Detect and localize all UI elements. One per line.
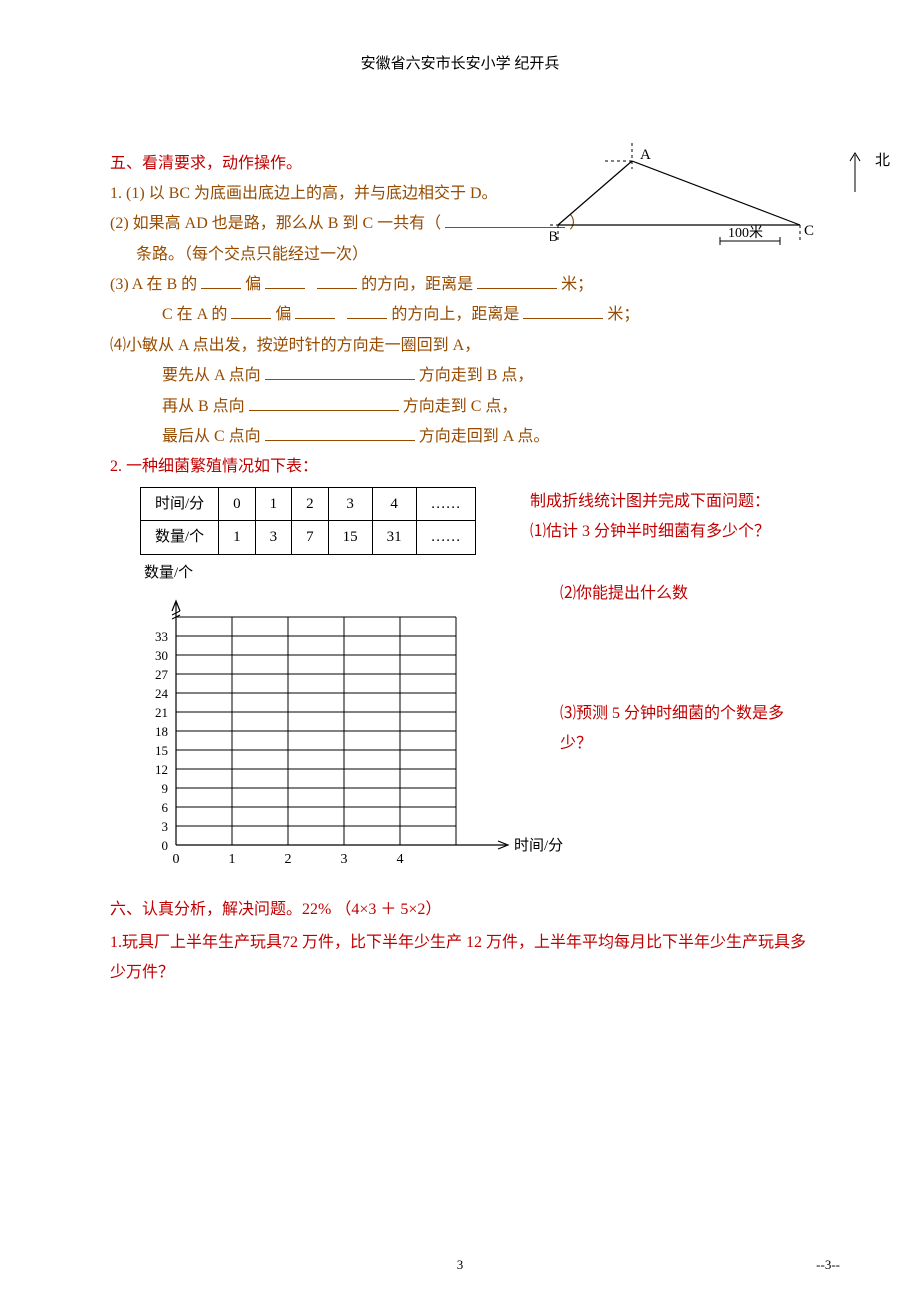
t-4f: 最后从 C 点向	[162, 428, 261, 445]
blank[interactable]	[265, 366, 415, 380]
t-4d: 再从 B 点向	[162, 398, 245, 415]
q5-1-3b: C 在 A 的 偏 的方向上，距离是 米；	[110, 300, 810, 330]
svg-text:6: 6	[162, 800, 169, 815]
triangle-diagram: A B C 100米	[550, 143, 840, 253]
svg-text:3: 3	[162, 819, 169, 834]
t-3a: (3) A 在 B 的	[110, 276, 197, 293]
page-header: 安徽省六安市长安小学 纪开兵	[110, 50, 810, 79]
table-cell: ……	[416, 487, 475, 521]
page: 安徽省六安市长安小学 纪开兵 北 A B C	[0, 0, 920, 1302]
q5-1-3a: (3) A 在 B 的 偏 的方向，距离是 米；	[110, 270, 810, 300]
blank[interactable]	[249, 396, 399, 410]
table-cell: 15	[328, 521, 372, 555]
blank[interactable]	[265, 275, 305, 289]
t-4b: 要先从 A 点向	[162, 367, 261, 384]
table-cell: 2	[292, 487, 329, 521]
t-4c: 方向走到 B 点，	[419, 367, 534, 384]
t-3b: 偏	[245, 276, 261, 293]
table-cell: 7	[292, 521, 329, 555]
table-row: 时间/分 0 1 2 3 4 ……	[141, 487, 476, 521]
blank-routes[interactable]	[445, 214, 565, 228]
section-5-wrapper: 北 A B C 100米 五、看清要求，动作操作。 1. (1) 以 B	[110, 149, 810, 888]
blank[interactable]	[477, 275, 557, 289]
side-q-1: ⑴估计 3 分钟半时细菌有多少个？	[530, 517, 890, 547]
chart-block: 数量/个 0369121518212427303301234时间/分 ⑵你能提出…	[130, 559, 810, 888]
svg-text:0: 0	[173, 852, 180, 867]
svg-text:30: 30	[155, 648, 168, 663]
svg-text:4: 4	[397, 852, 404, 867]
t-3e: C 在 A 的	[162, 306, 227, 323]
table-side-wrap: 时间/分 0 1 2 3 4 …… 数量/个 1 3 7 15 31 ……	[110, 487, 810, 555]
table-cell: 31	[372, 521, 416, 555]
table-cell: 4	[372, 487, 416, 521]
svg-text:27: 27	[155, 667, 169, 682]
q5-1-4d: 再从 B 点向 方向走到 C 点，	[110, 392, 810, 422]
svg-text:33: 33	[155, 629, 168, 644]
t-3f: 偏	[275, 306, 291, 323]
side-questions-chart2: ⑶预测 5 分钟时细菌的个数是多少？	[560, 699, 810, 760]
q5-2-title: 2. 一种细菌繁殖情况如下表：	[110, 452, 810, 482]
svg-text:9: 9	[162, 781, 169, 796]
t-3g: 的方向上，距离是	[391, 306, 519, 323]
t-3c: 的方向，距离是	[361, 276, 473, 293]
side-questions-top: 制成折线统计图并完成下面问题： ⑴估计 3 分钟半时细菌有多少个？	[530, 487, 890, 548]
table-header: 时间/分	[141, 487, 219, 521]
q5-1-4f: 最后从 C 点向 方向走回到 A 点。	[110, 422, 810, 452]
table-row: 数量/个 1 3 7 15 31 ……	[141, 521, 476, 555]
bacteria-table: 时间/分 0 1 2 3 4 …… 数量/个 1 3 7 15 31 ……	[140, 487, 476, 555]
table-cell: ……	[416, 521, 475, 555]
svg-text:0: 0	[162, 838, 169, 853]
triangle-label-A: A	[640, 147, 651, 163]
blank[interactable]	[201, 275, 241, 289]
side-questions-chart: ⑵你能提出什么数	[560, 579, 688, 609]
north-label: 北	[875, 147, 890, 176]
svg-text:1: 1	[229, 852, 236, 867]
blank[interactable]	[523, 305, 603, 319]
svg-text:12: 12	[155, 762, 168, 777]
blank[interactable]	[347, 305, 387, 319]
triangle-label-B: B	[550, 229, 558, 245]
t-3d: 米；	[561, 276, 593, 293]
side-q-3: ⑶预测 5 分钟时细菌的个数是多少？	[560, 699, 810, 760]
svg-text:2: 2	[285, 852, 292, 867]
section-6-title: 六、认真分析，解决问题。22% （4×3 ＋ 5×2）	[110, 895, 810, 925]
blank[interactable]	[265, 427, 415, 441]
table-cell: 1	[255, 487, 292, 521]
table-cell: 0	[219, 487, 256, 521]
blank[interactable]	[295, 305, 335, 319]
t-3h: 米；	[607, 306, 639, 323]
svg-text:15: 15	[155, 743, 168, 758]
q5-1-2-pre: (2) 如果高 AD 也是路，那么从 B 到 C 一共有（	[110, 215, 441, 232]
blank[interactable]	[317, 275, 357, 289]
chart-y-title: 数量/个	[144, 559, 810, 588]
t-4g: 方向走回到 A 点。	[419, 428, 550, 445]
t-4e: 方向走到 C 点，	[403, 398, 518, 415]
table-cell: 1	[219, 521, 256, 555]
triangle-label-C: C	[804, 223, 814, 239]
side-q-2: ⑵你能提出什么数	[560, 579, 688, 609]
line-chart-grid: 0369121518212427303301234时间/分	[130, 587, 580, 887]
q6-1: 1.玩具厂上半年生产玩具72 万件，比下半年少生产 12 万件，上半年平均每月比…	[110, 928, 810, 989]
svg-text:21: 21	[155, 705, 168, 720]
q5-1-4b: 要先从 A 点向 方向走到 B 点，	[110, 361, 810, 391]
svg-text:24: 24	[155, 686, 169, 701]
svg-text:3: 3	[341, 852, 348, 867]
q5-1-4a: ⑷小敏从 A 点出发，按逆时针的方向走一圈回到 A，	[110, 331, 810, 361]
table-cell: 3	[328, 487, 372, 521]
blank[interactable]	[231, 305, 271, 319]
page-number-right: --3--	[816, 1253, 840, 1278]
svg-text:18: 18	[155, 724, 168, 739]
scale-label: 100米	[728, 225, 763, 241]
table-cell: 3	[255, 521, 292, 555]
page-number-center: 3	[0, 1253, 920, 1278]
side-q-intro: 制成折线统计图并完成下面问题：	[530, 487, 890, 517]
table-header: 数量/个	[141, 521, 219, 555]
svg-text:时间/分: 时间/分	[514, 837, 563, 854]
